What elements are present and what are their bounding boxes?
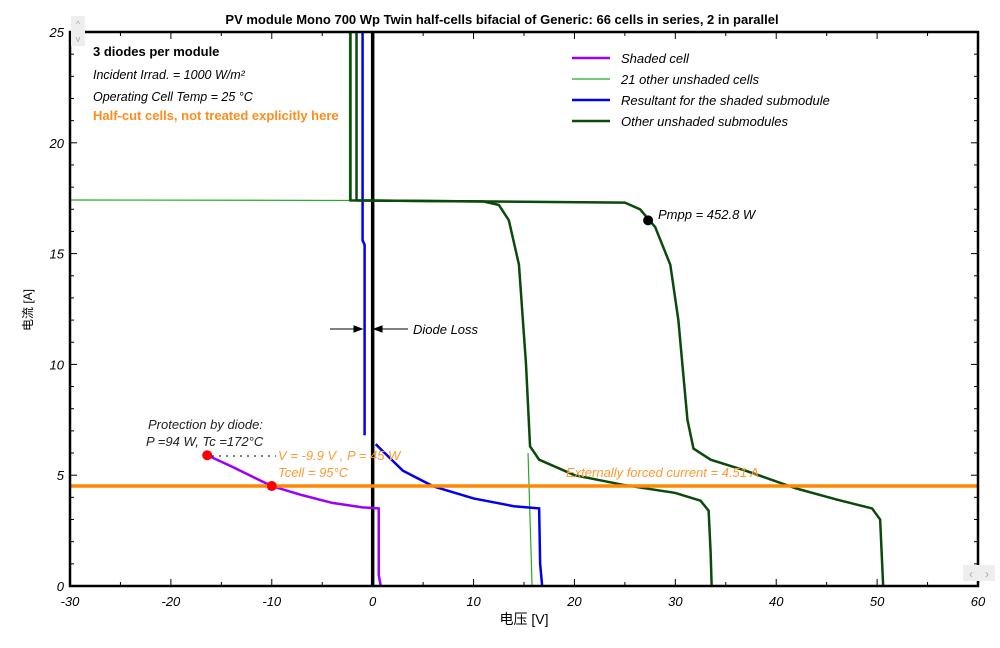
x-axis-label: 电压 [V] [499, 611, 548, 627]
series-other-unshaded-submodules [355, 32, 885, 587]
annotation-irrad: Incident Irrad. = 1000 W/m² [93, 68, 246, 82]
scroll-left-icon[interactable]: ‹ [969, 567, 973, 581]
diode-loss-arrows [330, 325, 408, 333]
diode-loss-label: Diode Loss [413, 322, 479, 337]
annotation-halfcut: Half-cut cells, not treated explicitly h… [93, 108, 339, 123]
y-tick-label: 10 [50, 357, 65, 372]
pmpp-label: Pmpp = 452.8 W [658, 207, 757, 222]
y-tick-label: 15 [50, 247, 65, 262]
scroll-up-icon[interactable]: ^ [76, 19, 81, 29]
scroll-left-right[interactable]: ‹ › [963, 565, 995, 581]
chart-title: PV module Mono 700 Wp Twin half-cells bi… [225, 12, 778, 27]
x-tick-label: 60 [971, 594, 986, 609]
y-axis-label: 电流 [A] [21, 289, 35, 331]
y-tick-label: 0 [57, 579, 65, 594]
operating-point-label: V = -9.9 V , P = 45 W [278, 448, 402, 463]
x-tick-label: -20 [161, 594, 181, 609]
scroll-right-icon[interactable]: › [985, 567, 989, 581]
operating-point [266, 481, 277, 492]
scroll-up-down[interactable]: ^ v [71, 16, 85, 46]
y-tick-label: 25 [49, 25, 65, 40]
protection-label: Protection by diode: [148, 417, 263, 432]
scroll-down-icon[interactable]: v [76, 34, 81, 44]
legend-entry: Other unshaded submodules [621, 114, 788, 129]
legend-entry: Resultant for the shaded submodule [621, 93, 830, 108]
protection-values: P =94 W, Tc =172°C [146, 434, 264, 449]
forced-current-label: Externally forced current = 4.51 A [566, 465, 759, 480]
series-resultant-for-the-shaded-submodule [374, 443, 544, 587]
annotation-diodes: 3 diodes per module [93, 44, 219, 59]
x-tick-label: 20 [566, 594, 582, 609]
y-tick-label: 20 [49, 136, 65, 151]
series-other-unshaded-submodules [349, 32, 713, 587]
x-tick-label: 40 [769, 594, 784, 609]
x-tick-label: 30 [668, 594, 683, 609]
series-shaded-cell [206, 454, 382, 587]
x-tick-label: -10 [262, 594, 282, 609]
series-21-other-unshaded-cells [527, 453, 533, 587]
x-tick-label: -30 [61, 594, 81, 609]
pmpp-point [643, 215, 654, 226]
x-tick-label: 0 [369, 594, 377, 609]
legend-entry: 21 other unshaded cells [620, 72, 760, 87]
series-resultant-for-the-shaded-submodule [361, 32, 366, 436]
y-tick-label: 5 [57, 468, 65, 483]
x-tick-label: 50 [870, 594, 885, 609]
tcell-label: Tcell = 95°C [278, 465, 349, 480]
x-tick-label: 10 [466, 594, 481, 609]
annotation-temp: Operating Cell Temp = 25 °C [93, 90, 254, 104]
operating-point [202, 450, 213, 461]
legend-entry: Shaded cell [621, 51, 690, 66]
legend: Shaded cell 21 other unshaded cells Result… [572, 51, 830, 129]
